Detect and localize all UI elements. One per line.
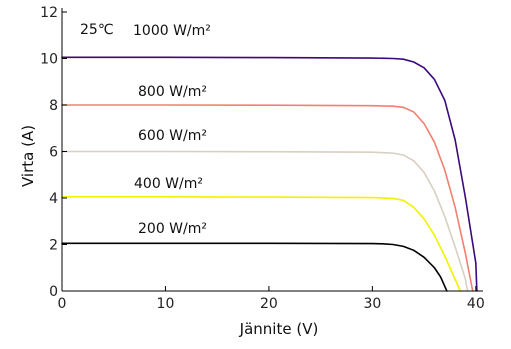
series-line-200wm2 [61, 242, 448, 292]
series-label-200wm2: 200 W/m² [138, 221, 207, 237]
series-line-400wm2 [61, 196, 462, 292]
x-tick-label: 0 [58, 296, 67, 312]
y-tick-label: 8 [49, 98, 58, 114]
y-tick-label: 0 [49, 284, 58, 300]
curves-layer [61, 56, 478, 292]
axes-layer: 0 10 20 30 40 0 2 4 6 8 10 12 [40, 5, 485, 312]
x-tick-label: 30 [363, 296, 381, 312]
series-labels-layer: 1000 W/m² 800 W/m² 600 W/m² 400 W/m² 200 W/m… [133, 23, 211, 237]
x-tick-label: 40 [467, 296, 485, 312]
series-line-600wm2 [61, 150, 469, 292]
x-tick-label: 20 [260, 296, 278, 312]
series-label-400wm2: 400 W/m² [134, 176, 203, 192]
y-tick-label: 12 [40, 5, 58, 21]
series-line-800wm2 [61, 104, 474, 292]
y-axis-title: Virta (A) [19, 125, 37, 187]
x-axis-title: Jännite (V) [239, 320, 319, 338]
y-tick-label: 4 [49, 191, 58, 207]
y-tick-label: 10 [40, 52, 58, 68]
x-tick-label: 10 [157, 296, 175, 312]
series-label-1000wm2: 1000 W/m² [133, 23, 211, 39]
temperature-label: 25℃ [80, 22, 114, 38]
y-tick-label: 6 [49, 145, 58, 161]
series-label-600wm2: 600 W/m² [138, 128, 207, 144]
series-label-800wm2: 800 W/m² [138, 84, 207, 100]
y-tick-label: 2 [49, 238, 58, 254]
series-line-1000wm2 [61, 56, 478, 292]
